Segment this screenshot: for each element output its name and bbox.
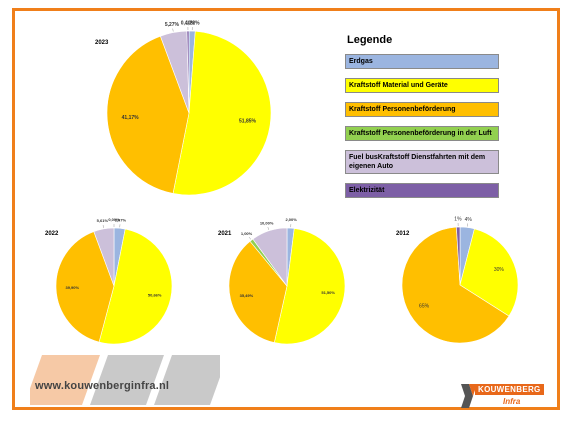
pie-2012: 4% 30% 65% 1% (401, 216, 519, 344)
legend-item-label: Erdgas (349, 58, 373, 65)
pie-data-label: 39,90% (65, 285, 79, 290)
pie-slice (401, 226, 510, 344)
pie-data-label: 50,66% (148, 292, 162, 297)
legend-item-luft: Kraftstoff Personenbeförderung in der Lu… (345, 126, 499, 141)
pie-data-label: 51,50% (321, 290, 335, 295)
legend-item-label: Fuel busKraftstoff Dienstfahrten mit dem… (349, 154, 486, 170)
pie-slice (252, 227, 288, 287)
website-link[interactable]: www.kouwenberginfra.nl (35, 380, 170, 392)
pie-data-label: 1,00% (241, 231, 253, 236)
legend-item-eigenes-auto: Fuel busKraftstoff Dienstfahrten mit dem… (345, 150, 499, 174)
pie-data-label: 35,49% (240, 293, 254, 298)
pie-title-2012: 2012 (396, 231, 410, 237)
pie-data-label: 65% (419, 304, 430, 310)
pie-data-label: 0,40% (181, 20, 196, 26)
pie-data-label: 1,22% (185, 20, 200, 26)
pie-2021: 2,00% 51,50% 35,49% 1,00% 10,00% (228, 217, 346, 345)
pie-data-label: 5,27% (165, 22, 180, 28)
pie-data-label: 4% (465, 217, 473, 223)
pie-slice (186, 30, 190, 114)
legend-item-label: Kraftstoff Personenbeförderung in der Lu… (349, 130, 492, 137)
pie-2022: 3,07% 50,66% 39,90% 5,61% 0,00% (55, 217, 173, 345)
pie-leader-line (248, 236, 252, 240)
pie-slice (93, 227, 115, 287)
decorative-stripes (30, 355, 220, 405)
pie-title-2022: 2022 (45, 231, 59, 237)
pie-slice (456, 226, 461, 286)
legend: Legende Erdgas Kraftstoff Material und G… (345, 34, 499, 207)
pie-data-label: 51,85% (239, 118, 257, 124)
logo-brand-text: KOUWENBERG (475, 384, 544, 395)
pie-data-label: 2,00% (285, 217, 297, 222)
legend-item-elektrizitaet: Elektrizität (345, 183, 499, 198)
stripe-gray-2 (154, 355, 220, 405)
legend-item-erdgas: Erdgas (345, 54, 499, 69)
pie-leader-line (102, 224, 104, 228)
legend-item-label: Kraftstoff Material und Geräte (349, 82, 448, 89)
pie-title-2023: 2023 (95, 40, 109, 46)
pie-leader-line (267, 226, 270, 230)
pie-data-label: 1% (454, 216, 462, 222)
stripe-gray-1 (90, 355, 164, 405)
pie-data-label: 5,61% (97, 218, 109, 223)
pie-slice (459, 228, 519, 317)
pie-slice (228, 240, 288, 343)
pie-slice (172, 30, 272, 196)
pie-2023: 1,22% 51,85% 41,17% 5,27% 0,40% (106, 20, 272, 196)
legend-item-label: Elektrizität (349, 187, 385, 194)
logo-sub-text: Infra (503, 397, 521, 406)
legend-title: Legende (347, 34, 393, 46)
legend-item-personen: Kraftstoff Personenbeförderung (345, 102, 499, 117)
slide-frame (12, 8, 560, 410)
pie-data-label: 0,00% (108, 217, 120, 222)
pie-data-label: 3,07% (115, 217, 127, 222)
pie-slice (55, 231, 115, 343)
pie-slice (273, 228, 346, 345)
company-logo: KOUWENBERG Infra (457, 380, 561, 410)
legend-item-material: Kraftstoff Material und Geräte (345, 78, 499, 93)
pie-leader-line (172, 28, 174, 32)
pie-title-2021: 2021 (218, 231, 232, 237)
pie-slice (98, 228, 173, 345)
pie-slice (106, 35, 190, 194)
pie-data-label: 10,00% (260, 220, 274, 225)
pie-data-label: 41,17% (122, 115, 140, 121)
pie-data-label: 30% (494, 267, 505, 273)
stripe-orange (30, 355, 100, 405)
legend-item-label: Kraftstoff Personenbeförderung (349, 106, 456, 113)
